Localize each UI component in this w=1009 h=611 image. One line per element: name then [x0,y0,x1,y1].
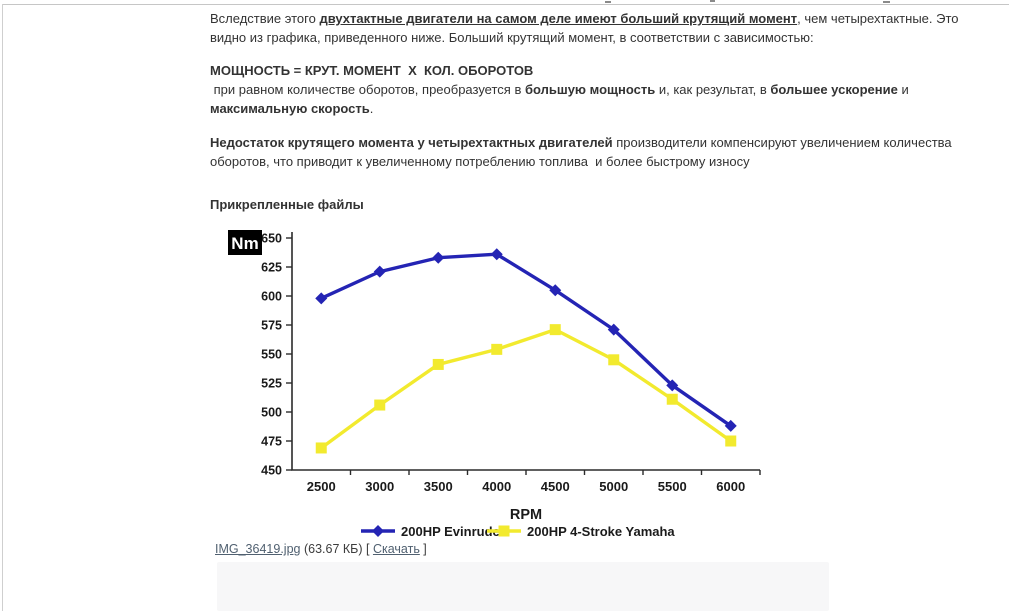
y-tick-label: 500 [261,406,282,420]
bracket: ] [419,542,427,556]
data-point-square [725,435,737,447]
y-tick-label: 625 [261,261,282,275]
bold-run: максимальную скорость [210,101,370,116]
x-tick-label: 4000 [482,479,511,494]
series-line-square [320,327,732,450]
y-tick-label: 450 [261,464,282,478]
legend-label: 200HP 4-Stroke Yamaha [527,524,675,539]
y-tick-label: 600 [261,290,282,304]
cut-off-text-remnant [710,0,715,2]
data-point-diamond [490,248,503,261]
data-point-diamond [315,292,328,305]
legend-marker-diamond [372,525,384,537]
y-tick-label: 575 [261,319,282,333]
x-tick-label: 6000 [716,479,745,494]
post-divider-top [3,4,1009,5]
y-tick-label: 550 [261,348,282,362]
y-unit-label: Nm [231,234,258,253]
chart-axes [291,232,760,471]
attachment-download-link[interactable]: Скачать [372,542,420,556]
bold-run: Недостаток крутящего момента у четырехта… [210,135,613,150]
paragraph-power-result: при равном количестве оборотов, преобраз… [210,80,988,118]
power-formula: МОЩНОСТЬ = КРУТ. МОМЕНТ Х КОЛ. ОБОРОТОВ [210,63,534,78]
data-point-square [432,358,444,370]
x-tick-label: 4500 [541,479,570,494]
x-tick-label: 2500 [307,479,336,494]
text-run: . [369,101,374,116]
attached-torque-chart-image[interactable]: 450 475 500 525 550 575 600 625 650 2500 3000 3500 4… [215,218,825,548]
legend-item: 200HP 4-Stroke Yamaha [487,524,675,539]
data-point-square [491,343,503,355]
post-divider-left [2,4,3,611]
paragraph-four-stroke-drawback: Недостаток крутящего момента у четырехта… [210,133,988,171]
series-line-diamond [320,252,732,428]
cut-off-text-remnant [605,1,611,3]
data-point-square [549,324,561,336]
x-tick-label: 3500 [424,479,453,494]
text-run: , чем четырехтактные. Это видно из графи… [210,11,963,45]
attachment-row: IMG_36419.jpg (63.67 КБ) [ Скачать ] [215,542,427,556]
data-point-diamond [666,379,679,392]
x-tick-label: 3000 [365,479,394,494]
x-tick-label: 5500 [658,479,687,494]
next-post-faded-preview [217,562,829,611]
data-point-square [666,393,678,405]
y-tick-label: 475 [261,435,282,449]
bracket: [ [366,542,373,556]
data-point-diamond [549,284,562,297]
y-unit-box [228,230,262,255]
attachments-heading: Прикрепленные файлы [210,197,364,212]
y-tick-label: 525 [261,377,282,391]
bold-run: большее ускорение [770,82,898,97]
text-run: Вследствие этого [210,11,320,26]
text-run: производители компенсируют увеличением к… [210,135,956,169]
data-point-square [374,399,386,411]
emphasized-torque-claim: двухтактные двигатели на самом деле имею… [319,11,798,26]
torque-chart: 450 475 500 525 550 575 600 625 650 2500 3000 3500 4… [228,230,761,539]
legend-item: 200HP Evinrude [361,524,500,539]
text-run: и, как результат, в [655,82,771,97]
bold-run: большую мощность [524,82,656,97]
legend-label: 200HP Evinrude [401,524,500,539]
attachment-file-link[interactable]: IMG_36419.jpg [215,542,301,556]
data-point-square [315,442,327,454]
text-run: и [897,82,913,97]
text-run: при равном количестве оборотов, преобраз… [210,82,525,97]
cut-off-text-remnant [883,1,890,3]
data-point-diamond [432,251,445,264]
data-point-diamond [724,419,737,432]
paragraph-intro: Вследствие этого двухтактные двигатели н… [210,9,988,47]
x-axis-label: RPM [510,507,542,523]
y-tick-label: 650 [261,232,282,246]
x-tick-label: 5000 [599,479,628,494]
attachment-size: (63.67 КБ) [300,542,366,556]
data-point-diamond [607,323,620,336]
legend-marker-square [498,525,510,537]
data-point-diamond [373,265,386,278]
data-point-square [608,354,620,366]
